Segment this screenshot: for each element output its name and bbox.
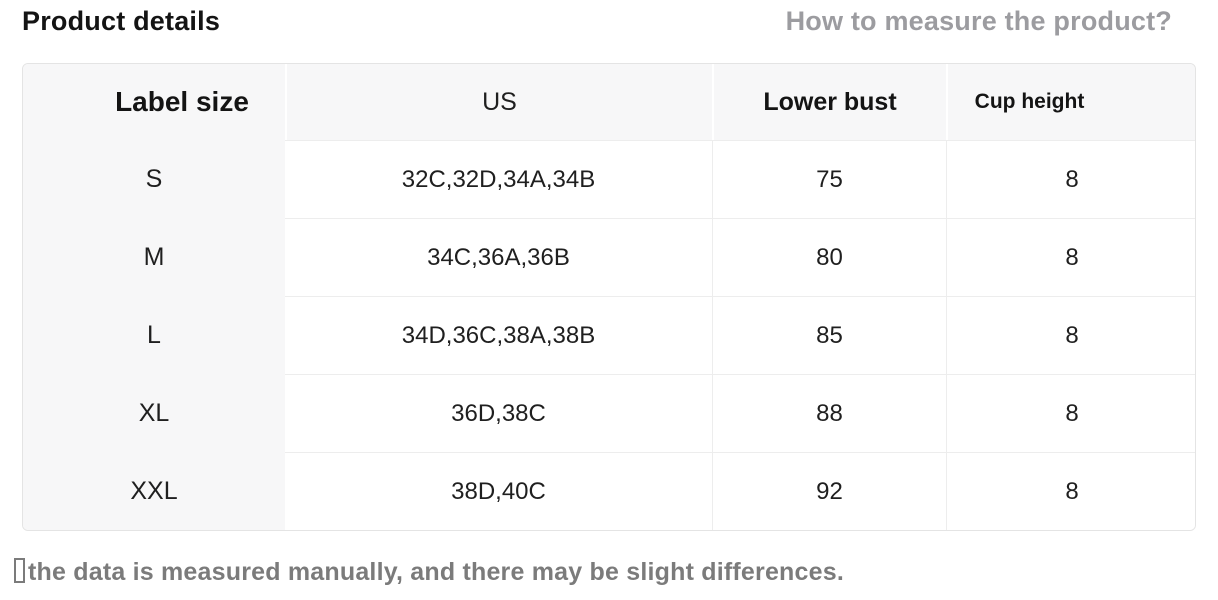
measurement-note-text: the data is measured manually, and there… xyxy=(28,558,844,586)
cell-us: 32C,32D,34A,34B xyxy=(285,140,712,218)
cell-lower-bust: 75 xyxy=(712,140,946,218)
cell-label-size: M xyxy=(23,218,285,296)
cell-cup-height: 8 xyxy=(946,218,1195,296)
cell-us: 34C,36A,36B xyxy=(285,218,712,296)
cell-lower-bust: 92 xyxy=(712,452,946,530)
table-row: S 32C,32D,34A,34B 75 8 xyxy=(23,140,1195,218)
column-header-us: US xyxy=(285,64,712,140)
cell-us: 38D,40C xyxy=(285,452,712,530)
size-chart-table: Label size US Lower bust Cup height S 32… xyxy=(22,63,1196,531)
cell-label-size: XL xyxy=(23,374,285,452)
missing-glyph-icon xyxy=(14,558,25,583)
cell-cup-height: 8 xyxy=(946,452,1195,530)
page-title: Product details xyxy=(22,6,221,36)
table-row: M 34C,36A,36B 80 8 xyxy=(23,218,1195,296)
table-row: XXL 38D,40C 92 8 xyxy=(23,452,1195,530)
column-header-cup-height: Cup height xyxy=(946,64,1195,140)
table-row: L 34D,36C,38A,38B 85 8 xyxy=(23,296,1195,374)
column-header-label-size: Label size xyxy=(23,64,285,140)
header-row: Label size US Lower bust Cup height xyxy=(23,64,1195,140)
cell-lower-bust: 88 xyxy=(712,374,946,452)
how-to-measure-link[interactable]: How to measure the product? xyxy=(785,6,1172,36)
cell-label-size: L xyxy=(23,296,285,374)
cell-label-size: S xyxy=(23,140,285,218)
cell-cup-height: 8 xyxy=(946,140,1195,218)
cell-lower-bust: 85 xyxy=(712,296,946,374)
column-header-lower-bust: Lower bust xyxy=(712,64,946,140)
table-row: XL 36D,38C 88 8 xyxy=(23,374,1195,452)
cell-cup-height: 8 xyxy=(946,296,1195,374)
cell-label-size: XXL xyxy=(23,452,285,530)
product-details-section: Product details How to measure the produ… xyxy=(14,6,1196,587)
cell-us: 36D,38C xyxy=(285,374,712,452)
cell-us: 34D,36C,38A,38B xyxy=(285,296,712,374)
cell-cup-height: 8 xyxy=(946,374,1195,452)
section-header: Product details How to measure the produ… xyxy=(22,6,1196,63)
measurement-note: the data is measured manually, and there… xyxy=(14,558,1196,587)
cell-lower-bust: 80 xyxy=(712,218,946,296)
